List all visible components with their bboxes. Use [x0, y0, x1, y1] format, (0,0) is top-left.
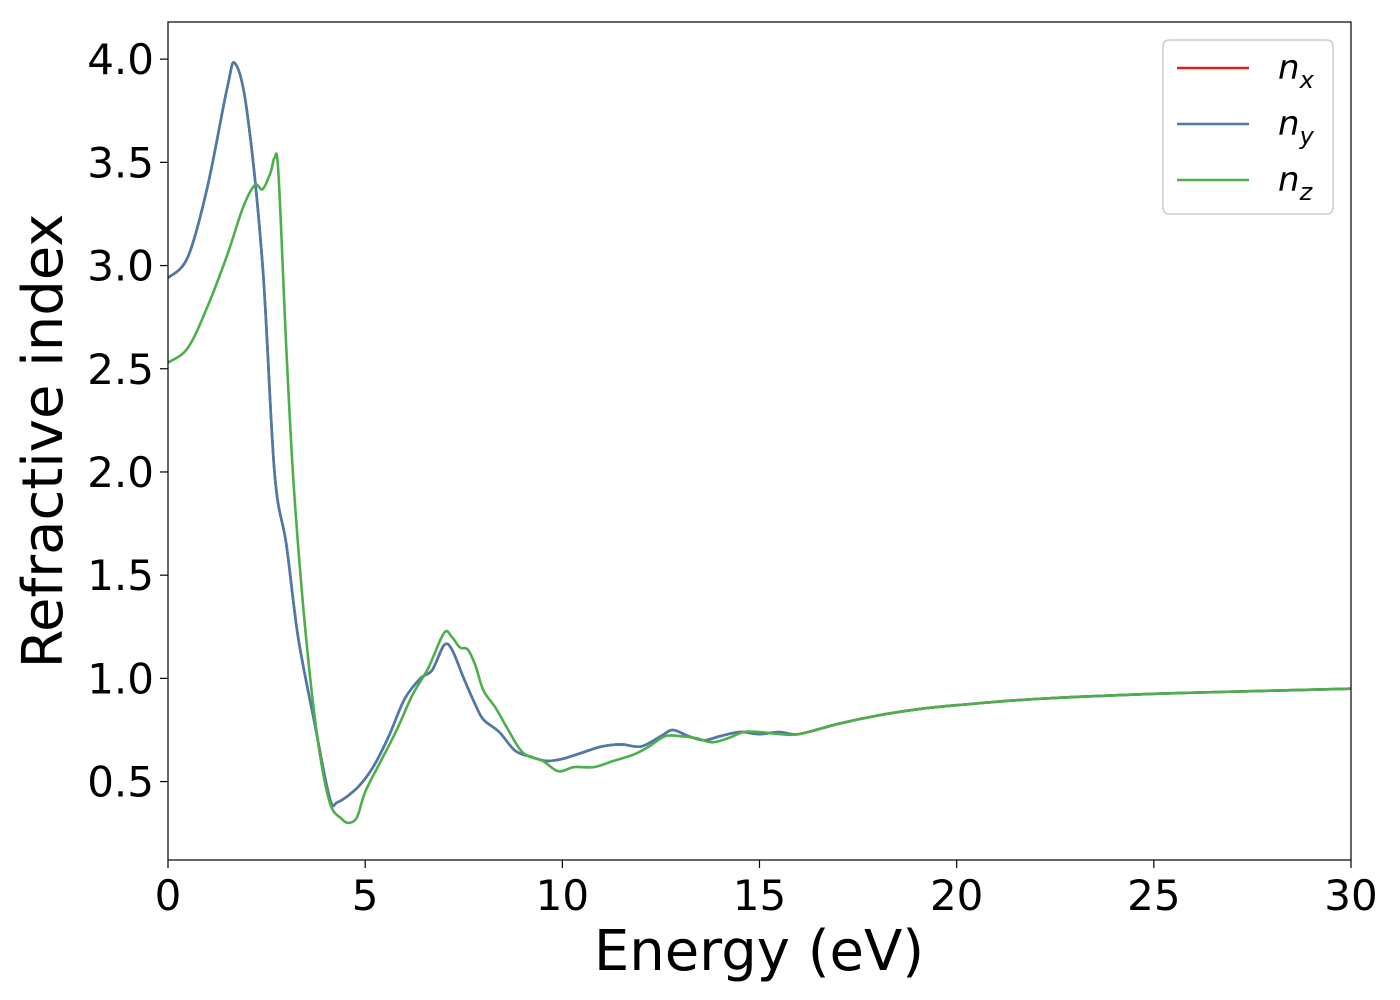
x-axis: 0 5 10 15 20 25 30: [155, 860, 1378, 920]
legend-label-nx: nx: [1278, 48, 1315, 94]
legend-label-ny: ny: [1278, 104, 1315, 150]
x-tick-label: 20: [930, 871, 983, 920]
series-layer: [168, 61, 1351, 825]
legend-box: [1162, 39, 1334, 215]
x-tick-label: 15: [733, 871, 786, 920]
legend-label-nz: nz: [1278, 160, 1314, 206]
y-tick-label: 4.0: [87, 35, 154, 84]
x-tick-label: 0: [155, 871, 182, 920]
y-tick-label: 1.5: [87, 551, 154, 600]
x-tick-label: 5: [352, 871, 379, 920]
y-tick-label: 1.0: [87, 654, 154, 703]
y-tick-label: 3.0: [87, 242, 154, 291]
y-tick-label: 2.5: [87, 345, 154, 394]
y-tick-label: 0.5: [87, 758, 154, 807]
y-axis: 0.5 1.0 1.5 2.0 2.5 3.0 3.5 4.0: [87, 35, 168, 807]
y-axis-title: Refractive index: [11, 214, 76, 669]
y-tick-label: 3.5: [87, 138, 154, 187]
legend: nx ny nz: [1162, 39, 1334, 215]
y-tick-label: 2.0: [87, 448, 154, 497]
x-tick-label: 30: [1324, 871, 1377, 920]
x-axis-title: Energy (eV): [594, 919, 924, 984]
x-tick-label: 25: [1127, 871, 1180, 920]
series-line-nz: [168, 152, 1351, 825]
x-tick-label: 10: [536, 871, 589, 920]
